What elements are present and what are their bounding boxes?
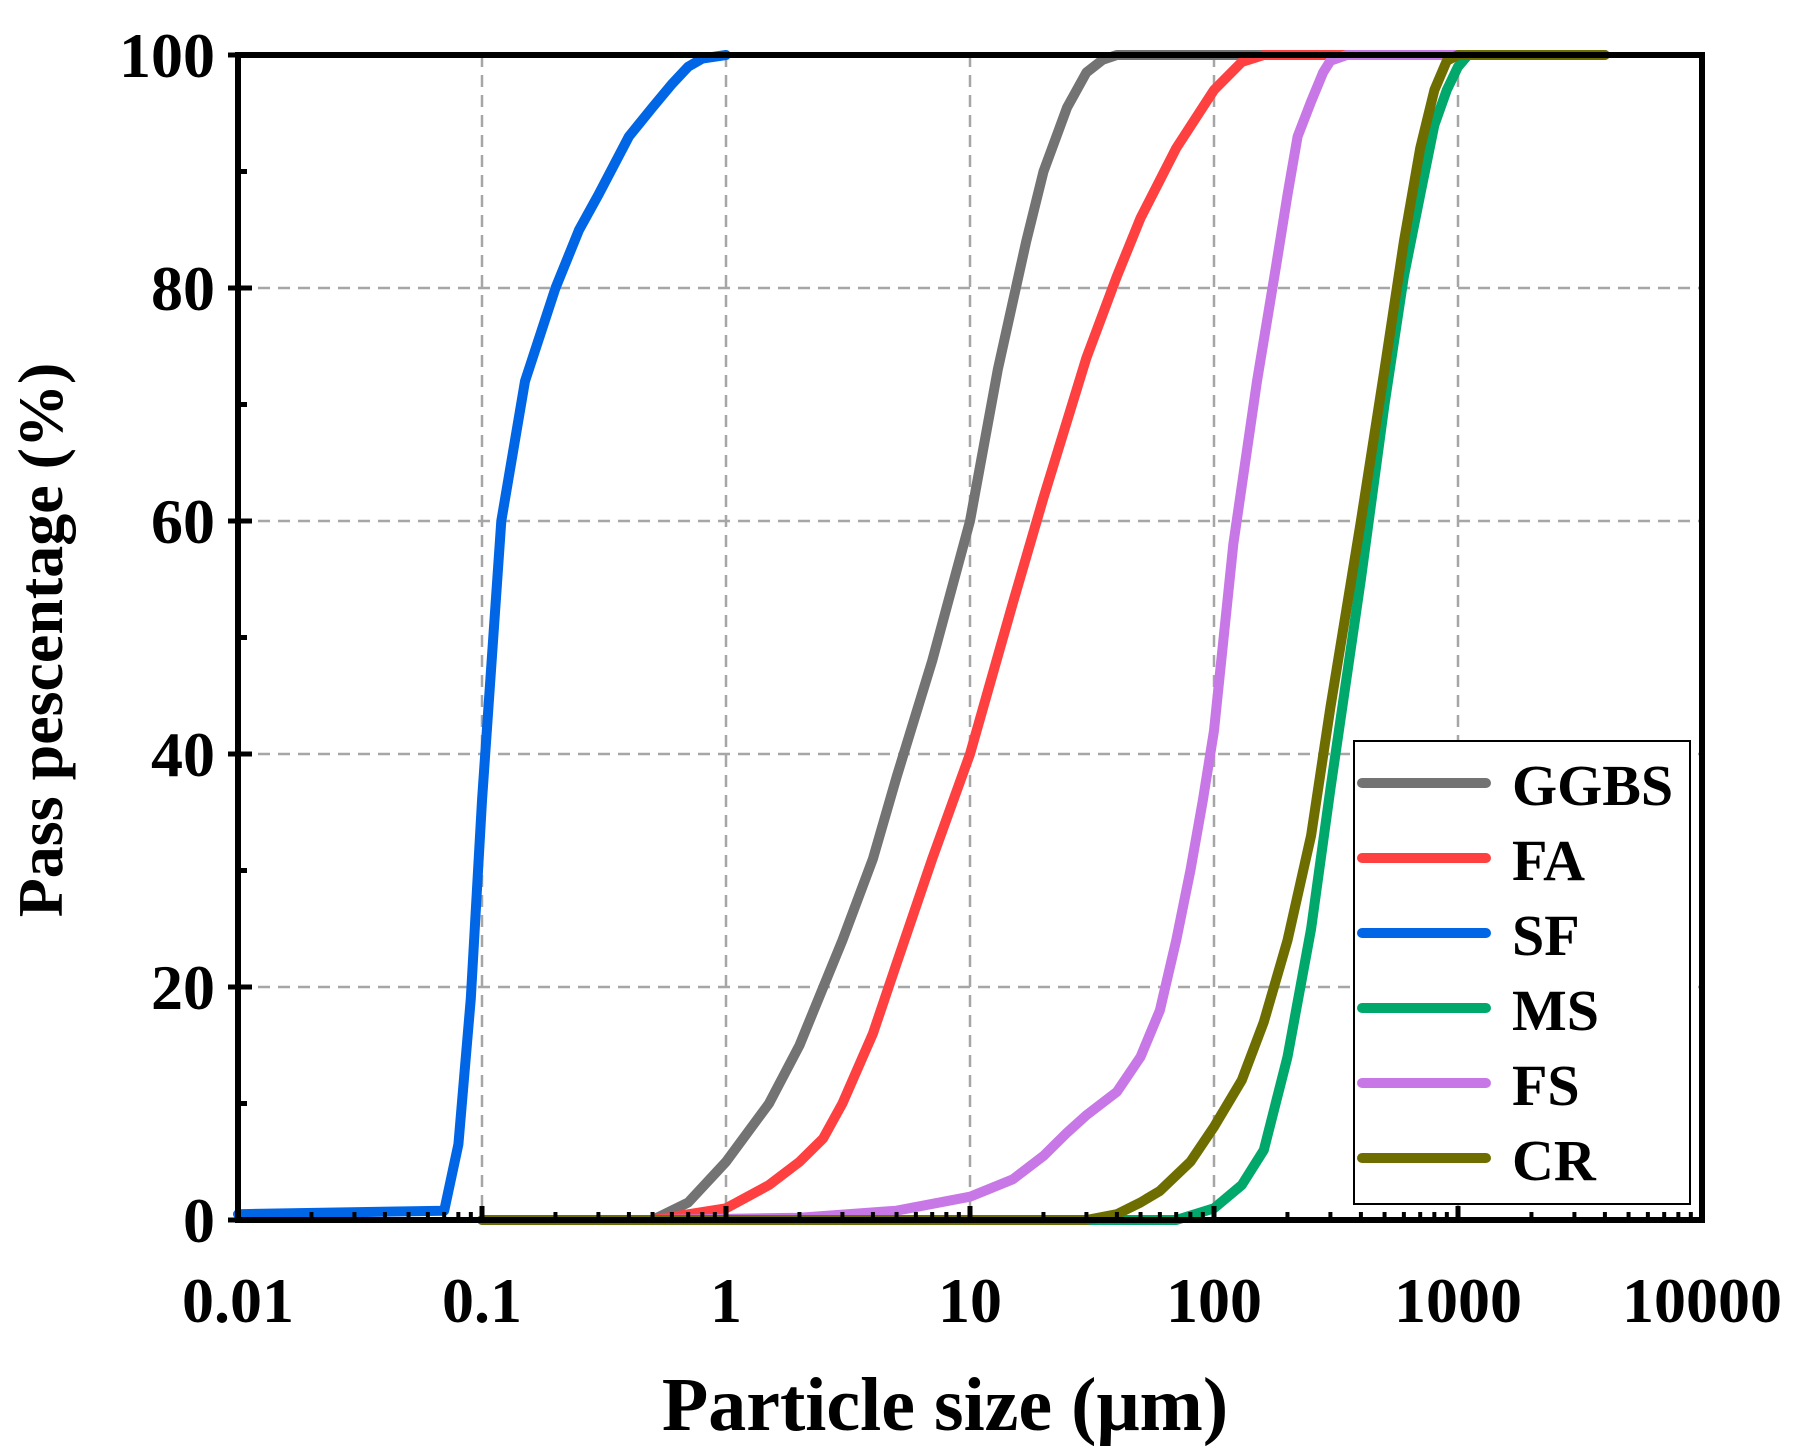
y-tick-label: 60 <box>151 486 215 557</box>
y-tick-label: 80 <box>151 253 215 324</box>
legend-label-cr: CR <box>1512 1128 1597 1193</box>
x-tick-label: 100 <box>1166 1265 1262 1336</box>
y-tick-label: 100 <box>119 20 215 91</box>
series-line-ms <box>477 50 1610 1225</box>
x-tick-label: 10000 <box>1622 1265 1782 1336</box>
legend-label-ggbs: GGBS <box>1512 753 1673 818</box>
y-tick-label: 20 <box>151 952 215 1023</box>
x-axis-title: Particle size (μm) <box>662 1363 1228 1446</box>
legend-box <box>1353 740 1691 1205</box>
y-tick-label: 40 <box>151 719 215 790</box>
x-tick-label: 1000 <box>1394 1265 1522 1336</box>
series-line-cr <box>477 50 1610 1225</box>
series-layer <box>233 50 1610 1225</box>
legend-label-fa: FA <box>1512 828 1585 893</box>
y-tick-label: 0 <box>183 1185 215 1256</box>
series-line-fa <box>647 50 1463 1225</box>
series-line-sf <box>233 50 731 1220</box>
legend: GGBS FA SF MS FS CR <box>1353 740 1691 1205</box>
x-tick-label: 10 <box>938 1265 1002 1336</box>
axes <box>228 52 1705 1223</box>
y-axis-title: Pass pescentage (%) <box>5 363 76 918</box>
legend-label-sf: SF <box>1512 903 1580 968</box>
tick-labels: 0.01 0.1 1 10 100 1000 10000 0 20 40 60 80 100 <box>119 20 1782 1336</box>
x-tick-label: 1 <box>710 1265 742 1336</box>
x-tick-label: 0.01 <box>182 1265 294 1336</box>
x-tick-label: 0.1 <box>442 1265 522 1336</box>
legend-label-ms: MS <box>1512 978 1599 1043</box>
series-line-ggbs <box>647 50 1463 1225</box>
series-line-fs <box>647 50 1610 1225</box>
legend-label-fs: FS <box>1512 1053 1580 1118</box>
